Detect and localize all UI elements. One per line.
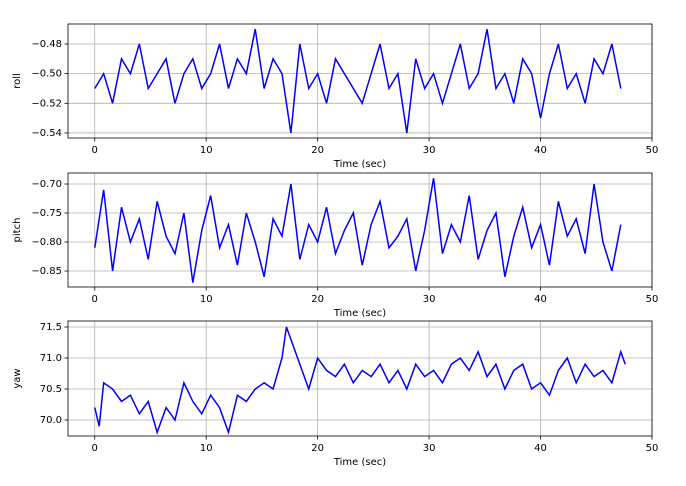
- x-tick-label: 20: [311, 443, 324, 454]
- x-tick-label: 30: [423, 443, 436, 454]
- y-tick-label: −0.80: [31, 237, 62, 248]
- x-tick-label: 40: [534, 294, 547, 305]
- y-tick-label: 70.5: [40, 384, 62, 395]
- axes-frame: [67, 172, 653, 288]
- x-tick-label: 0: [92, 145, 98, 156]
- y-axis-label: yaw: [12, 368, 23, 388]
- x-tick-label: 30: [423, 294, 436, 305]
- y-tick-label: −0.54: [31, 128, 62, 139]
- data-line: [94, 29, 622, 134]
- y-axis-label: roll: [12, 73, 23, 89]
- x-tick-label: 40: [534, 443, 547, 454]
- x-tick-label: 50: [646, 443, 659, 454]
- y-tick-label: −0.50: [31, 69, 62, 80]
- x-tick-label: 0: [92, 294, 98, 305]
- x-axis-label: Time (sec): [333, 457, 386, 468]
- x-tick-label: 0: [92, 443, 98, 454]
- y-tick-label: −0.70: [31, 179, 62, 190]
- y-tick-label: 71.5: [40, 322, 62, 333]
- axes-frame: [67, 23, 653, 139]
- x-tick-label: 10: [200, 145, 213, 156]
- x-tick-label: 20: [311, 294, 324, 305]
- x-axis-label: Time (sec): [333, 159, 386, 170]
- x-tick-label: 10: [200, 294, 213, 305]
- x-tick-label: 30: [423, 145, 436, 156]
- y-tick-label: −0.52: [31, 98, 62, 109]
- x-tick-label: 50: [646, 294, 659, 305]
- x-tick-label: 20: [311, 145, 324, 156]
- x-tick-label: 10: [200, 443, 213, 454]
- y-tick-label: −0.85: [31, 266, 62, 277]
- x-axis-label: Time (sec): [333, 308, 386, 319]
- data-line: [94, 326, 626, 436]
- data-line: [94, 178, 622, 283]
- y-axis-label: pitch: [12, 218, 23, 243]
- y-tick-label: −0.48: [31, 39, 62, 50]
- x-tick-label: 50: [646, 145, 659, 156]
- y-tick-label: 70.0: [40, 415, 62, 426]
- axes-frame: [67, 320, 653, 437]
- x-tick-label: 40: [534, 145, 547, 156]
- y-tick-label: −0.75: [31, 208, 62, 219]
- y-tick-label: 71.0: [40, 353, 62, 364]
